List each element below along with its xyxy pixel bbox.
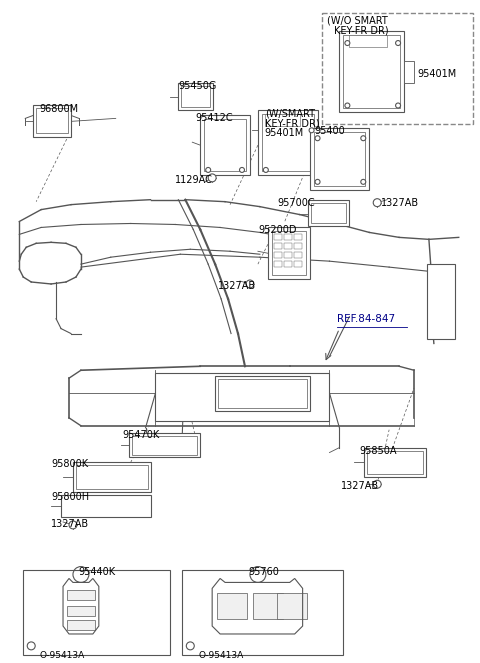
Bar	[23, 570, 170, 655]
Bar	[349, 35, 387, 47]
Text: 95800K: 95800K	[51, 459, 88, 469]
Bar	[268, 227, 310, 279]
Bar	[313, 133, 365, 186]
Bar	[179, 83, 213, 111]
Circle shape	[345, 103, 350, 108]
Bar	[73, 463, 151, 492]
Text: 95412C: 95412C	[195, 113, 233, 123]
Circle shape	[315, 180, 320, 184]
Bar	[200, 115, 250, 175]
Text: 95401M: 95401M	[417, 69, 456, 79]
Bar	[182, 570, 343, 655]
Bar	[274, 252, 282, 258]
Bar	[272, 231, 306, 275]
Bar	[215, 376, 310, 411]
Bar	[284, 252, 292, 258]
Bar	[310, 129, 369, 190]
Text: 1327AB: 1327AB	[381, 198, 420, 208]
Bar	[284, 261, 292, 267]
Circle shape	[361, 180, 366, 184]
Text: REF.84-847: REF.84-847	[337, 314, 396, 324]
Bar	[33, 105, 71, 137]
Bar	[274, 243, 282, 249]
Bar	[181, 86, 210, 107]
Bar	[67, 620, 95, 630]
Bar	[343, 35, 400, 109]
Text: 1327AB: 1327AB	[218, 281, 256, 291]
Bar	[217, 593, 247, 619]
Text: 95440K: 95440K	[78, 567, 115, 577]
Bar	[308, 200, 349, 227]
Bar	[265, 115, 300, 127]
Text: 95470K: 95470K	[123, 430, 160, 440]
Text: KEY-FR DR): KEY-FR DR)	[265, 119, 320, 129]
Bar	[367, 451, 423, 474]
Text: O-95413A: O-95413A	[198, 651, 243, 660]
Bar	[364, 448, 426, 477]
Text: 95700C: 95700C	[278, 198, 315, 208]
Bar	[61, 495, 151, 517]
Bar	[204, 119, 246, 171]
Circle shape	[206, 168, 211, 172]
Bar	[427, 264, 455, 339]
Text: O-95413A: O-95413A	[39, 651, 84, 660]
Text: 95850A: 95850A	[360, 446, 397, 455]
Circle shape	[361, 136, 366, 141]
Text: 95401M: 95401M	[265, 129, 304, 139]
Bar	[258, 111, 318, 175]
Circle shape	[373, 199, 381, 207]
Circle shape	[345, 40, 350, 46]
Bar	[274, 261, 282, 267]
Bar	[311, 203, 347, 223]
Bar	[67, 606, 95, 616]
Bar	[129, 433, 200, 457]
Circle shape	[208, 174, 216, 182]
Text: 95760: 95760	[249, 567, 279, 577]
Bar	[284, 235, 292, 241]
Bar	[277, 593, 307, 619]
Text: 95400: 95400	[314, 127, 345, 137]
Text: 95200D: 95200D	[258, 225, 296, 235]
Bar	[218, 379, 307, 408]
Text: 95450G: 95450G	[179, 81, 217, 91]
Bar	[156, 373, 329, 421]
Bar	[253, 593, 283, 619]
Text: 1327AB: 1327AB	[51, 519, 89, 529]
Circle shape	[186, 642, 194, 650]
Bar	[339, 31, 404, 113]
Text: (W/SMART: (W/SMART	[265, 109, 315, 119]
Bar	[76, 465, 147, 489]
Circle shape	[27, 642, 35, 650]
Text: 1327AB: 1327AB	[341, 481, 380, 491]
Text: 1129AC: 1129AC	[175, 175, 213, 185]
Text: 95800H: 95800H	[51, 492, 89, 502]
Bar	[274, 235, 282, 241]
Bar	[404, 61, 414, 83]
Circle shape	[396, 103, 401, 108]
Text: KEY-FR DR): KEY-FR DR)	[335, 25, 389, 35]
Bar	[284, 243, 292, 249]
Circle shape	[315, 136, 320, 141]
Bar	[294, 261, 301, 267]
Circle shape	[373, 480, 381, 488]
Circle shape	[246, 280, 254, 288]
Bar	[36, 109, 68, 133]
Circle shape	[240, 168, 244, 172]
Bar	[294, 252, 301, 258]
Text: 96800M: 96800M	[39, 103, 78, 113]
Bar	[322, 13, 473, 125]
Bar	[132, 436, 197, 455]
Bar	[294, 235, 301, 241]
Circle shape	[309, 128, 314, 133]
Bar	[67, 590, 95, 600]
Circle shape	[396, 40, 401, 46]
Circle shape	[69, 521, 77, 529]
Bar	[294, 243, 301, 249]
Text: (W/O SMART: (W/O SMART	[327, 15, 388, 25]
Bar	[262, 115, 313, 171]
Circle shape	[264, 168, 268, 172]
